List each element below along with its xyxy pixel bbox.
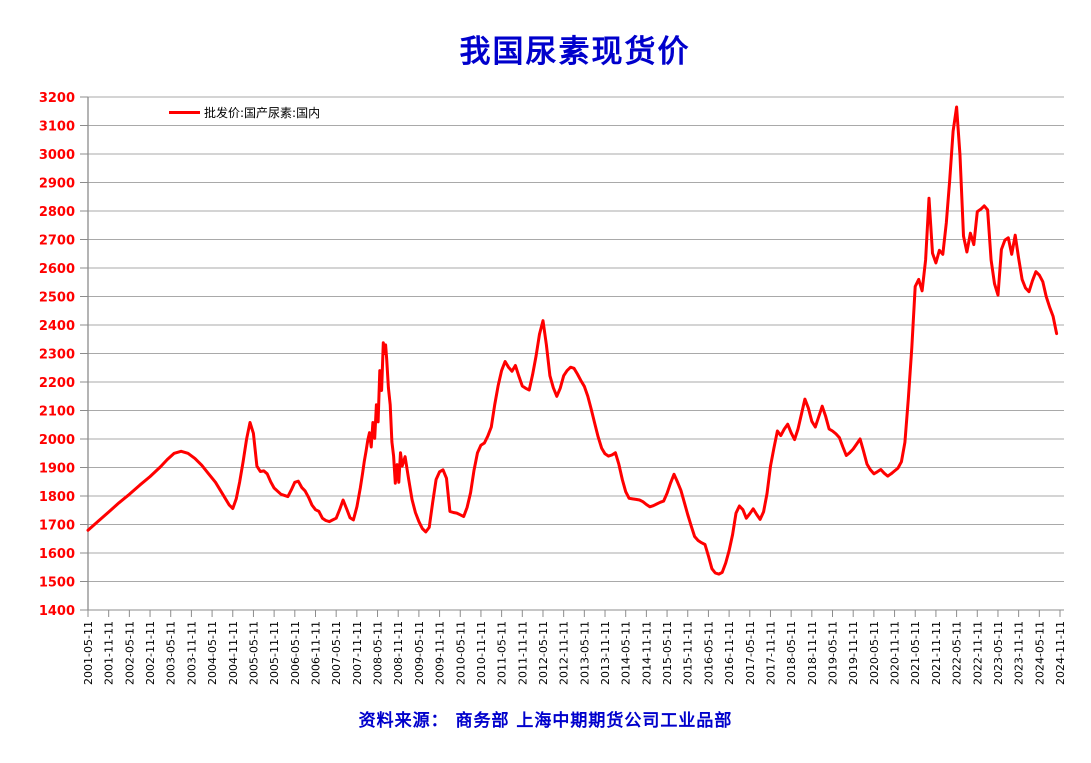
y-tick-label: 1400 <box>39 604 75 619</box>
chart-title: 我国尿素现货价 <box>459 34 691 69</box>
x-tick-label: 2009-05-11 <box>413 621 426 685</box>
x-tick-label: 2011-11-11 <box>516 621 529 685</box>
legend-series-label: 批发价:国产尿素:国内 <box>204 106 321 120</box>
x-tick-label: 2004-05-11 <box>206 621 219 685</box>
x-tick-label: 2021-05-11 <box>909 621 922 685</box>
x-tick-label: 2005-11-11 <box>268 621 281 685</box>
x-tick-label: 2023-05-11 <box>992 621 1005 685</box>
y-tick-label: 1500 <box>39 576 75 591</box>
x-tick-label: 2003-11-11 <box>185 621 198 685</box>
x-tick-label: 2017-11-11 <box>764 621 777 685</box>
x-tick-label: 2002-11-11 <box>144 621 157 685</box>
y-tick-label: 3200 <box>39 91 75 106</box>
x-tick-label: 2020-05-11 <box>868 621 881 685</box>
y-tick-label: 2100 <box>39 405 75 420</box>
x-tick-label: 2021-11-11 <box>930 621 943 685</box>
x-tick-label: 2012-11-11 <box>558 621 571 685</box>
x-tick-label: 2019-11-11 <box>847 621 860 685</box>
y-tick-label: 2600 <box>39 262 75 277</box>
y-tick-label: 1800 <box>39 490 75 505</box>
y-tick-label: 2700 <box>39 234 75 249</box>
x-tick-label: 2008-11-11 <box>392 621 405 685</box>
source-note: 资料来源： 商务部 上海中期期货公司工业品部 <box>358 711 733 731</box>
price-line <box>86 105 1059 576</box>
x-tick-label: 2022-11-11 <box>971 621 984 685</box>
x-tick-label: 2001-11-11 <box>103 621 116 685</box>
x-tick-label: 2018-05-11 <box>785 621 798 685</box>
x-tick-label: 2012-05-11 <box>537 621 550 685</box>
y-tick-label: 3100 <box>39 120 75 135</box>
x-tick-label: 2006-11-11 <box>309 621 322 685</box>
y-tick-label: 1600 <box>39 547 75 562</box>
x-tick-label: 2007-05-11 <box>330 621 343 685</box>
x-tick-label: 2007-11-11 <box>351 621 364 685</box>
x-tick-label: 2002-05-11 <box>123 621 136 685</box>
x-tick-label: 2008-05-11 <box>372 621 385 685</box>
y-tick-label: 2400 <box>39 319 75 334</box>
x-tick-label: 2005-05-11 <box>247 621 260 685</box>
x-tick-label: 2015-11-11 <box>682 621 695 685</box>
y-tick-label: 2200 <box>39 376 75 391</box>
x-tick-label: 2010-05-11 <box>454 621 467 685</box>
legend-line-swatch <box>169 111 200 114</box>
x-tick-label: 2004-11-11 <box>227 621 240 685</box>
x-tick-label: 2016-11-11 <box>723 621 736 685</box>
y-tick-label: 2500 <box>39 291 75 306</box>
y-tick-label: 3000 <box>39 148 75 163</box>
x-tick-label: 2001-05-11 <box>82 621 95 685</box>
x-tick-label: 2023-11-11 <box>1013 621 1026 685</box>
x-tick-label: 2014-11-11 <box>640 621 653 685</box>
x-tick-label: 2018-11-11 <box>806 621 819 685</box>
x-tick-label: 2024-05-11 <box>1033 621 1046 685</box>
x-tick-label: 2006-05-11 <box>289 621 302 685</box>
x-tick-label: 2020-11-11 <box>889 621 902 685</box>
x-tick-label: 2009-11-11 <box>434 621 447 685</box>
x-tick-label: 2013-11-11 <box>599 621 612 685</box>
y-tick-label: 1900 <box>39 462 75 477</box>
x-tick-label: 2013-05-11 <box>578 621 591 685</box>
x-tick-label: 2014-05-11 <box>620 621 633 685</box>
x-tick-label: 2010-11-11 <box>475 621 488 685</box>
y-tick-label: 1700 <box>39 519 75 534</box>
x-tick-label: 2017-05-11 <box>744 621 757 685</box>
y-tick-label: 2300 <box>39 348 75 363</box>
y-tick-label: 2900 <box>39 177 75 192</box>
x-tick-label: 2024-11-11 <box>1054 621 1067 685</box>
x-tick-label: 2019-05-11 <box>827 621 840 685</box>
y-tick-label: 2000 <box>39 433 75 448</box>
x-tick-label: 2015-05-11 <box>661 621 674 685</box>
y-tick-label: 2800 <box>39 205 75 220</box>
x-tick-label: 2022-05-11 <box>951 621 964 685</box>
legend: 批发价:国产尿素:国内 <box>169 104 320 121</box>
x-tick-label: 2011-05-11 <box>496 621 509 685</box>
x-tick-label: 2016-05-11 <box>702 621 715 685</box>
x-tick-label: 2003-05-11 <box>165 621 178 685</box>
